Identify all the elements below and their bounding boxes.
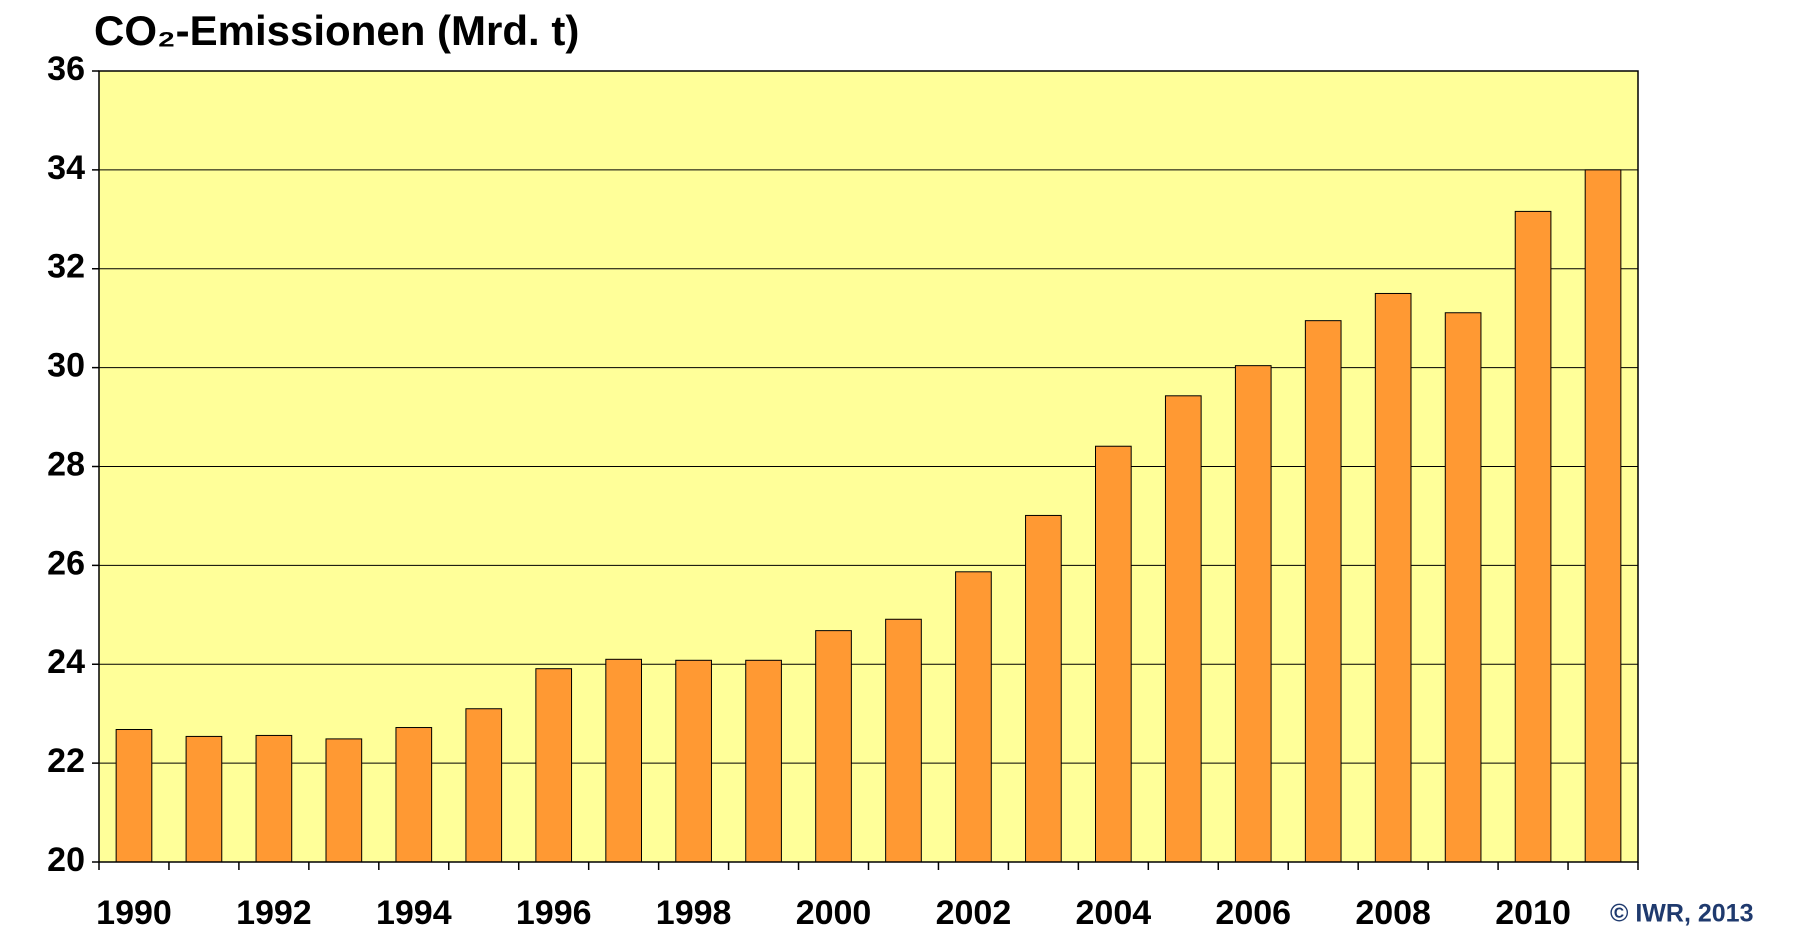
bar (745, 659, 782, 863)
x-tick-label: 2008 (1355, 894, 1431, 932)
bar (1374, 292, 1412, 863)
bar (1584, 169, 1622, 863)
x-tick-label: 1990 (96, 894, 172, 932)
x-tick-label: 1998 (656, 894, 732, 932)
y-tick-label: 26 (47, 544, 85, 582)
y-tick-label: 32 (47, 248, 85, 286)
bar (675, 659, 712, 863)
x-tick-label: 2002 (936, 894, 1012, 932)
bar (885, 618, 922, 863)
y-tick-label: 22 (47, 742, 85, 780)
bar (185, 735, 223, 863)
bar (1095, 445, 1132, 863)
x-tick-label: 1996 (516, 894, 592, 932)
x-tick-label: 2010 (1495, 894, 1571, 932)
bar (465, 708, 503, 863)
plot-border (98, 70, 1639, 863)
y-tick-label: 30 (47, 347, 85, 385)
y-tick-label: 34 (47, 149, 85, 187)
x-tick-label: 2000 (796, 894, 872, 932)
bar (325, 738, 363, 863)
bar (955, 571, 992, 863)
x-tick-label: 2006 (1215, 894, 1291, 932)
x-tick-label: 2004 (1076, 894, 1152, 932)
y-tick-label: 20 (47, 841, 85, 879)
bar (1234, 365, 1272, 863)
x-tick-label: 1994 (376, 894, 452, 932)
y-tick-label: 24 (47, 643, 85, 681)
bar (1304, 320, 1342, 863)
source: © IWR, 2013 (1610, 900, 1753, 928)
y-tick-label: 36 (47, 50, 85, 88)
bar (395, 727, 433, 863)
bar (255, 734, 293, 863)
chart-title: CO₂-Emissionen (Mrd. t) (94, 7, 579, 54)
x-tick-label: 1992 (236, 894, 312, 932)
bar (115, 729, 153, 863)
bar (535, 668, 573, 863)
bar (1514, 210, 1552, 863)
bar (1164, 395, 1202, 863)
bar (1444, 312, 1482, 863)
y-tick-label: 28 (47, 445, 85, 483)
bar (605, 658, 642, 863)
bar (1025, 514, 1062, 863)
bar (815, 630, 852, 863)
